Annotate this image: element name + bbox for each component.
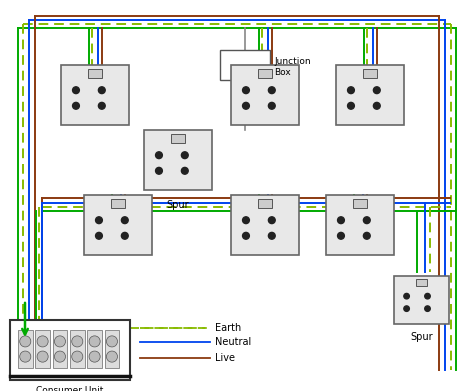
Circle shape (243, 87, 249, 93)
Bar (88, 69, 102, 77)
Bar (353, 199, 367, 208)
Circle shape (182, 167, 188, 174)
Bar (363, 69, 377, 77)
Bar (61, 65, 129, 125)
Circle shape (96, 232, 102, 239)
Circle shape (20, 336, 31, 347)
Circle shape (268, 217, 275, 224)
Circle shape (347, 87, 355, 93)
Circle shape (155, 152, 163, 159)
Bar (10, 320, 130, 380)
Text: Earth: Earth (215, 323, 241, 333)
Circle shape (337, 217, 344, 224)
Circle shape (72, 351, 83, 362)
Circle shape (347, 102, 355, 109)
Circle shape (121, 232, 128, 239)
Bar (18, 330, 33, 368)
Circle shape (99, 87, 105, 93)
Bar (220, 50, 270, 80)
Bar (36, 330, 50, 368)
Text: Consumer Unit: Consumer Unit (36, 386, 104, 391)
Bar (336, 65, 404, 125)
Bar (417, 279, 428, 286)
Circle shape (89, 351, 100, 362)
Bar (53, 330, 67, 368)
Bar (258, 199, 272, 208)
Circle shape (99, 102, 105, 109)
Circle shape (121, 217, 128, 224)
Circle shape (243, 217, 249, 224)
Circle shape (73, 87, 79, 93)
Circle shape (374, 87, 380, 93)
Circle shape (404, 306, 410, 311)
Circle shape (106, 336, 118, 347)
Circle shape (182, 152, 188, 159)
Circle shape (96, 217, 102, 224)
Circle shape (364, 217, 370, 224)
Circle shape (243, 232, 249, 239)
Circle shape (55, 351, 65, 362)
Bar (231, 195, 299, 255)
Circle shape (89, 336, 100, 347)
Text: Junction
Box: Junction Box (274, 57, 310, 77)
Bar (231, 65, 299, 125)
Circle shape (337, 232, 344, 239)
Text: Spur: Spur (167, 200, 189, 210)
Circle shape (37, 351, 48, 362)
Circle shape (72, 336, 83, 347)
Circle shape (268, 102, 275, 109)
Text: Neutral: Neutral (215, 337, 251, 347)
Text: Spur: Spur (410, 332, 433, 342)
Bar (111, 199, 125, 208)
Circle shape (404, 293, 410, 299)
Bar (326, 195, 394, 255)
Circle shape (20, 351, 31, 362)
Bar (105, 330, 119, 368)
Bar (70, 330, 85, 368)
Circle shape (73, 102, 79, 109)
Circle shape (243, 102, 249, 109)
Bar (84, 195, 152, 255)
Circle shape (268, 87, 275, 93)
Circle shape (37, 336, 48, 347)
Circle shape (425, 306, 430, 311)
Circle shape (155, 167, 163, 174)
Circle shape (425, 293, 430, 299)
Bar (87, 330, 102, 368)
Circle shape (55, 336, 65, 347)
Bar (394, 276, 449, 324)
Bar (171, 134, 185, 143)
Circle shape (268, 232, 275, 239)
Circle shape (106, 351, 118, 362)
Bar (258, 69, 272, 77)
Text: Live: Live (215, 353, 235, 363)
Bar (144, 130, 212, 190)
Circle shape (364, 232, 370, 239)
Circle shape (374, 102, 380, 109)
